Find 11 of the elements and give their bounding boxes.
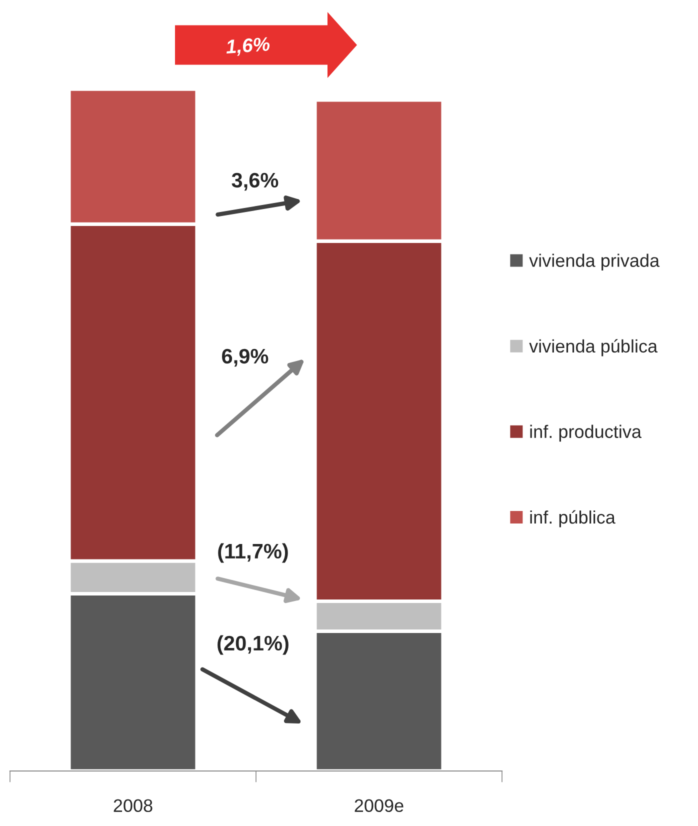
x-tick-label: 2009e [354,799,404,812]
annotation: (20,1%) [218,635,288,655]
legend-label: vivienda privada [529,254,660,271]
annotation: (11,7%) [218,543,288,563]
x-tick-label: 2008 [114,799,152,812]
legend-label: inf. productiva [530,424,642,442]
legend-label: vivienda pública [529,339,658,356]
annotation: 6,9% [222,348,268,367]
legend-label: inf. pública [530,510,616,528]
annotation: 3,6% [232,172,278,191]
text: 1,6% [226,36,270,57]
